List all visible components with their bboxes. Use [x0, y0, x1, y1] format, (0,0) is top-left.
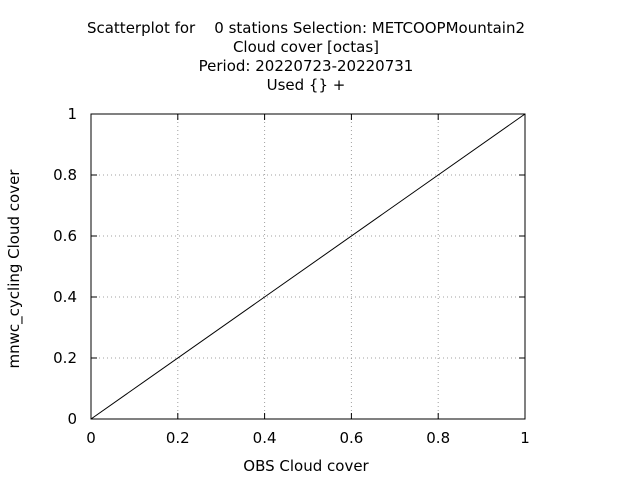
x-tick-label: 0.6: [339, 429, 363, 447]
x-tick-label: 0: [86, 429, 96, 447]
x-axis-label: OBS Cloud cover: [243, 457, 369, 475]
title-line-2: Cloud cover [octas]: [233, 38, 379, 56]
y-tick-label: 0.8: [53, 166, 77, 184]
title-line-4: Used {} +: [267, 76, 346, 94]
y-tick-label: 0.2: [53, 349, 77, 367]
x-tick-label: 0.2: [166, 429, 190, 447]
x-tick-label: 0.4: [253, 429, 277, 447]
grid-lines: [91, 114, 525, 419]
y-tick-label: 1: [67, 105, 77, 123]
title-line-1: Scatterplot for 0 stations Selection: ME…: [87, 19, 525, 37]
chart-title: Scatterplot for 0 stations Selection: ME…: [87, 19, 525, 94]
y-axis-label: mnwc_cycling Cloud cover: [5, 169, 24, 369]
x-axis-ticks: 0 0.2 0.4 0.6 0.8 1: [86, 114, 530, 447]
plot-area: [90, 113, 526, 420]
y-tick-label: 0: [67, 410, 77, 428]
y-tick-label: 0.6: [53, 227, 77, 245]
plot-frame: [90, 113, 526, 420]
y-axis-ticks: 0 0.2 0.4 0.6 0.8 1: [53, 105, 525, 428]
x-tick-label: 0.8: [426, 429, 450, 447]
reference-line: [90, 113, 526, 420]
x-tick-label: 1: [520, 429, 530, 447]
y-tick-label: 0.4: [53, 288, 77, 306]
title-line-3: Period: 20220723-20220731: [199, 57, 414, 75]
